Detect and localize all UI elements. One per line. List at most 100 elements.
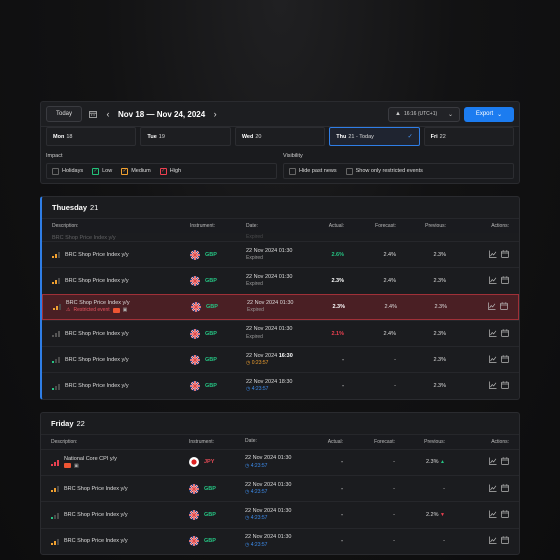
medium-checkbox[interactable]: ✓ Medium — [121, 167, 151, 175]
tab-wednesday[interactable]: Wed 20 — [234, 127, 326, 146]
prev-week-icon[interactable]: ‹ — [106, 109, 110, 119]
event-status: Expired — [246, 281, 263, 288]
event-status: 4:23:57 — [251, 386, 269, 393]
checkbox-label: Hide past news — [299, 168, 337, 174]
event-date: 22 Nov 2024 01:30 — [246, 326, 293, 333]
export-label: Export — [475, 111, 494, 117]
restricted-only-checkbox[interactable]: Show only restricted events — [345, 167, 423, 175]
event-name: BRC Shop Price Index y/y — [65, 277, 129, 284]
friday-rows: National Core CPI y/y ▣ JPY 22 Nov 2024 01:… — [41, 448, 519, 554]
previous-value: 2.3% — [433, 356, 446, 363]
holidays-checkbox[interactable]: Holidays — [52, 167, 84, 175]
chart-icon[interactable] — [489, 381, 497, 391]
forecast-value: 2.4% — [383, 277, 396, 284]
visibility-options: Hide past news Show only restricted even… — [283, 163, 514, 179]
calendar-add-icon[interactable] — [501, 510, 509, 520]
col-instrument: Instrument: — [190, 223, 216, 229]
calendar-add-icon[interactable] — [501, 355, 509, 365]
table-row[interactable]: BRC Shop Price Index y/y GBP 22 Nov 2024 0… — [41, 501, 519, 527]
table-row[interactable]: BRC Shop Price Index y/y Expired — [42, 233, 519, 241]
impact-icon — [52, 383, 60, 390]
table-row[interactable]: BRC Shop Price Index y/y GBP 22 Nov 2024 0… — [42, 319, 519, 346]
event-name: BRC Shop Price Index y/y — [52, 235, 116, 241]
calendar-add-icon[interactable] — [501, 484, 509, 494]
visibility-title: Visibility — [283, 153, 303, 159]
warning-icon: ⚠ — [66, 307, 71, 314]
chart-icon[interactable] — [489, 276, 497, 286]
forecast-value: 2.4% — [383, 330, 396, 337]
previous-value: 2.2% — [425, 512, 439, 519]
low-checkbox[interactable]: ✓ Low — [92, 167, 112, 175]
calendar-add-icon[interactable] — [501, 457, 509, 467]
event-name: BRC Shop Price Index y/y — [65, 251, 129, 258]
chart-icon[interactable] — [489, 536, 497, 546]
event-name: National Core CPI y/y — [64, 455, 117, 462]
day-tabs: Mon 18 Tue 19 Wed 20 Thu 21 - Today ✓ Fri 22 — [40, 127, 520, 149]
chart-icon[interactable] — [489, 510, 497, 520]
checkbox-label: Holidays — [62, 168, 84, 174]
tab-monday[interactable]: Mon 18 — [46, 127, 137, 146]
video-icon — [112, 307, 120, 313]
actual-value: - — [342, 356, 344, 363]
event-status: 4:23:57 — [250, 515, 268, 522]
high-checkbox[interactable]: ✓ High — [159, 167, 181, 175]
col-forecast: Forecast: — [375, 223, 396, 229]
event-status: Expired — [246, 254, 263, 261]
table-row[interactable]: National Core CPI y/y ▣ JPY 22 Nov 2024 01:… — [41, 448, 519, 475]
chart-icon[interactable] — [488, 302, 496, 312]
currency: GBP — [204, 485, 216, 492]
table-row[interactable]: BRC Shop Price Index y/y GBP 22 Nov 2024 1… — [42, 346, 519, 372]
table-header: Description: Instrument: Date: Actual: F… — [41, 434, 519, 449]
restricted-table-row[interactable]: BRC Shop Price Index y/y ⚠ Restricted even… — [42, 293, 519, 320]
event-name: BRC Shop Price Index y/y — [66, 300, 130, 307]
table-row[interactable]: BRC Shop Price Index y/y GBP 22 Nov 2024 0… — [41, 527, 519, 554]
arrow-up-icon: ▲ — [440, 459, 445, 466]
next-week-icon[interactable]: › — [213, 109, 217, 119]
chart-icon[interactable] — [489, 457, 497, 467]
calendar-add-icon[interactable] — [501, 328, 509, 339]
impact-icon — [51, 512, 59, 519]
table-row[interactable]: BRC Shop Price Index y/y GBP 22 Nov 2024 1… — [42, 372, 519, 398]
table-row[interactable]: BRC Shop Price Index y/y GBP 22 Nov 2024 0… — [42, 241, 519, 267]
event-date: 22 Nov 2024 01:30 — [245, 507, 292, 514]
hide-past-news-checkbox[interactable]: Hide past news — [289, 167, 337, 175]
chart-icon[interactable] — [489, 355, 497, 365]
calendar-add-icon[interactable] — [501, 536, 509, 546]
previous-value: 2.3% — [433, 277, 446, 284]
image-icon: ▣ — [122, 307, 128, 314]
event-date: 22 Nov 2024 01:30 — [245, 455, 292, 462]
currency: GBP — [205, 356, 217, 363]
calendar-add-icon[interactable] — [501, 381, 509, 391]
filters-panel: Impact Holidays ✓ Low ✓ Medium ✓ High Visib… — [40, 149, 520, 184]
currency: GBP — [205, 383, 217, 390]
tab-friday[interactable]: Fri 22 — [423, 127, 515, 146]
table-row[interactable]: BRC Shop Price Index y/y GBP 22 Nov 2024 0… — [41, 475, 519, 501]
event-name: BRC Shop Price Index y/y — [65, 330, 129, 337]
previous-value: - — [443, 485, 445, 492]
chart-icon[interactable] — [489, 484, 497, 494]
tab-thursday[interactable]: Thu 21 - Today ✓ — [329, 127, 420, 146]
col-date: Date: — [246, 222, 258, 229]
currency: GBP — [204, 512, 216, 519]
impact-icon — [51, 459, 59, 466]
tab-tuesday[interactable]: Tue 19 — [140, 127, 231, 146]
currency: GBP — [205, 251, 217, 258]
calendar-add-icon[interactable] — [500, 302, 508, 312]
chart-icon[interactable] — [489, 329, 497, 339]
currency: GBP — [206, 303, 218, 310]
calendar-icon[interactable] — [88, 110, 97, 119]
today-button[interactable]: Today — [46, 106, 83, 122]
table-row[interactable]: BRC Shop Price Index y/y GBP 22 Nov 2024 0… — [42, 267, 519, 293]
calendar-add-icon[interactable] — [501, 249, 509, 260]
event-date: 22 Nov 2024 01:30 — [245, 481, 292, 488]
restricted-label: Restricted event — [73, 307, 110, 314]
forecast-value: - — [394, 356, 396, 363]
checkbox-icon — [345, 167, 353, 175]
export-button[interactable]: Export ⌄ — [464, 106, 514, 122]
timezone-select[interactable]: ▲ 16:16 (UTC+1) ⌄ — [388, 106, 460, 122]
chart-icon[interactable] — [489, 250, 497, 260]
impact-icon — [52, 356, 60, 364]
event-date: 22 Nov 2024 18:30 — [246, 379, 293, 386]
col-instrument: Instrument: — [189, 438, 215, 445]
calendar-add-icon[interactable] — [501, 276, 509, 286]
